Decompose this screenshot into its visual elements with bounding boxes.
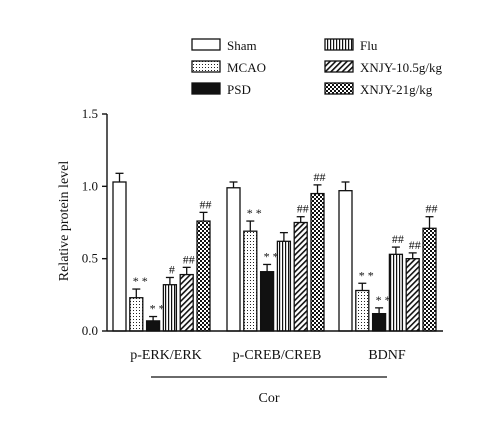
legend-item-Sham: Sham [191, 38, 257, 53]
legend-item-PSD: PSD [191, 82, 251, 97]
legend-swatch [324, 82, 354, 95]
significance-label: * * [264, 249, 279, 263]
legend-swatch [324, 38, 354, 51]
significance-label: * * [133, 274, 148, 288]
bar-Flu-BDNF: ## [388, 232, 404, 332]
bar [112, 181, 127, 332]
bar [388, 253, 404, 332]
legend-label: Sham [227, 38, 257, 53]
legend-label: Flu [360, 38, 378, 53]
bars: * ** *#####* ** *####* ** *## #### [112, 170, 438, 332]
significance-label: * * [359, 268, 374, 282]
x-category-label: p-ERK/ERK [130, 348, 202, 363]
bar [293, 221, 308, 332]
legend-item-MCAO: MCAO [191, 60, 266, 75]
bar-MCAO-p-ERK/ERK: * * [129, 274, 148, 332]
bar [179, 273, 194, 332]
bar [243, 230, 258, 332]
bar-Sham-p-CREB/CREB [226, 181, 241, 332]
legend-swatch [191, 38, 221, 51]
significance-label: # [169, 262, 175, 276]
y-axis: 0.0 0.5 1.0 1.5 [82, 106, 108, 338]
significance-label: ## [409, 238, 421, 252]
bar-XNJY-10.5g/kg-p-ERK/ERK: ## [179, 252, 195, 332]
significance-label: ## [426, 202, 438, 216]
bar-XNJY-21g/kg-p-CREB/CREB: ## [310, 170, 326, 332]
significance-label: ## [314, 170, 326, 184]
bar-XNJY-10.5g/kg-p-CREB/CREB: ## [293, 202, 309, 332]
significance-label: ## [392, 232, 404, 246]
y-tick-label: 1.5 [82, 106, 98, 121]
bar [355, 289, 370, 332]
legend-item-XNJY-21g/kg: XNJY-21g/kg [324, 82, 433, 97]
bar [129, 297, 144, 332]
legend-item-XNJY-10.5g/kg: XNJY-10.5g/kg [324, 60, 442, 75]
bar-Sham-BDNF [338, 181, 353, 332]
significance-label: ## [297, 202, 309, 216]
bar-PSD-BDNF: * * [371, 293, 391, 332]
bar-MCAO-p-CREB/CREB: * * [243, 206, 262, 332]
bar-PSD-p-CREB/CREB: * * [259, 249, 279, 332]
bar [162, 284, 178, 332]
legend-label: XNJY-10.5g/kg [360, 60, 442, 75]
bar [405, 258, 420, 332]
y-tick-label: 0.5 [82, 251, 98, 266]
legend-label: PSD [227, 82, 251, 97]
bar-XNJY-21g/kg-BDNF: ## [422, 202, 438, 332]
legend-swatch [324, 60, 354, 73]
legend-label: MCAO [227, 60, 266, 75]
legend-label: XNJY-21g/kg [360, 82, 433, 97]
y-axis-label: Relative protein level [57, 161, 72, 282]
bar-Sham-p-ERK/ERK [112, 172, 127, 332]
legend-swatch [191, 60, 221, 73]
legend-item-Flu: Flu [324, 38, 378, 53]
bar-XNJY-10.5g/kg-BDNF: ## [405, 238, 421, 332]
bar [422, 227, 437, 332]
bar [226, 187, 241, 332]
bar [259, 271, 275, 332]
bar [310, 192, 325, 332]
bar-MCAO-BDNF: * * [355, 268, 374, 332]
group-label: Cor [259, 391, 280, 406]
x-axis: p-ERK/ERK p-CREB/CREB BDNF [107, 330, 443, 363]
bar-Flu-p-ERK/ERK: # [162, 262, 178, 332]
bar-Flu-p-CREB/CREB [276, 231, 292, 332]
bar [371, 312, 387, 332]
significance-label: * * [376, 293, 391, 307]
significance-label: * * [247, 206, 262, 220]
bar-XNJY-21g/kg-p-ERK/ERK: ## [196, 197, 212, 332]
bar [276, 240, 292, 332]
bar [145, 320, 161, 332]
bar [338, 190, 353, 332]
y-tick-label: 0.0 [82, 323, 98, 338]
y-tick-label: 1.0 [82, 178, 98, 193]
significance-label: ## [200, 197, 212, 211]
significance-label: ## [183, 252, 195, 266]
bar-PSD-p-ERK/ERK: * * [145, 302, 165, 332]
x-category-label: BDNF [368, 348, 406, 363]
significance-label: * * [150, 302, 165, 316]
legend-swatch [191, 82, 221, 95]
bar [196, 220, 211, 332]
x-category-label: p-CREB/CREB [233, 348, 322, 363]
legend: Sham MCAO PSD Flu XNJY-10.5g/kg XNJY-21g/kg [191, 38, 442, 97]
